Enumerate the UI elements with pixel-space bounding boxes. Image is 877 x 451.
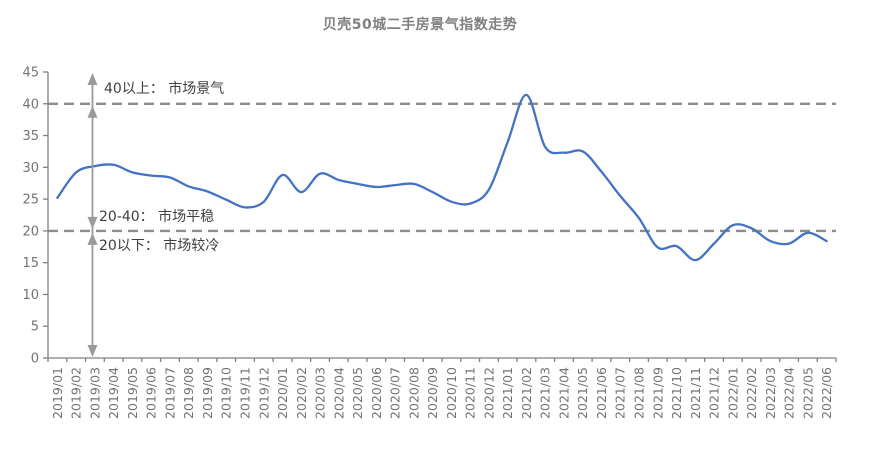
y-axis-tick-label: 15 (22, 256, 39, 271)
x-axis-tick-label: 2021/05 (575, 367, 590, 419)
x-axis-tick-label: 2019/06 (144, 367, 159, 419)
x-axis-tick-label: 2020/09 (425, 367, 440, 419)
y-axis-tick-label: 30 (22, 161, 39, 176)
y-axis-tick-label: 35 (22, 129, 39, 144)
x-axis-tick-label: 2020/03 (313, 367, 328, 419)
arrowhead-up-icon (87, 73, 98, 85)
x-axis-tick-label: 2020/02 (294, 367, 309, 419)
arrowhead-down-icon (87, 345, 98, 357)
x-axis-tick-label: 2021/07 (613, 367, 628, 419)
x-axis-tick-label: 2019/10 (219, 367, 234, 419)
x-axis-tick-label: 2021/03 (538, 367, 553, 419)
x-axis-tick-label: 2020/04 (331, 367, 346, 419)
x-axis-tick-label: 2021/06 (594, 367, 609, 419)
x-axis-tick-label: 2021/10 (669, 367, 684, 419)
x-axis-tick-label: 2020/10 (444, 367, 459, 419)
x-axis-tick-label: 2022/02 (744, 367, 759, 419)
arrowhead-up-icon (87, 105, 98, 118)
zone-label-20-40: 20-40： 市场平稳 (99, 209, 215, 225)
x-axis-tick-label: 2022/01 (725, 367, 740, 419)
index-line-series (56, 93, 828, 262)
x-axis-tick-label: 2021/09 (650, 367, 665, 419)
x-axis-tick-label: 2019/03 (87, 367, 102, 419)
x-axis-tick-label: 2022/06 (819, 367, 834, 419)
arrowhead-down-icon (87, 216, 98, 229)
x-axis-tick-label: 2020/07 (388, 367, 403, 419)
x-axis-tick-label: 2021/11 (688, 367, 703, 419)
y-axis-tick-label: 20 (22, 224, 39, 239)
x-axis-tick-label: 2020/08 (406, 367, 421, 419)
x-axis-tick-label: 2019/05 (125, 367, 140, 419)
x-axis-tick-label: 2022/04 (782, 367, 797, 419)
x-axis-tick-label: 2021/02 (519, 367, 534, 419)
arrowhead-up-icon (87, 232, 98, 245)
x-axis-tick-label: 2021/01 (500, 367, 515, 419)
x-axis-tick-label: 2020/05 (350, 367, 365, 419)
x-axis-tick-label: 2020/11 (463, 367, 478, 419)
x-axis-tick-label: 2021/12 (707, 367, 722, 419)
x-axis-tick-label: 2022/03 (763, 367, 778, 419)
y-axis-tick-label: 10 (22, 288, 39, 303)
chart-title: 贝壳50城二手房景气指数走势 (322, 17, 518, 33)
x-axis-tick-label: 2019/12 (256, 367, 271, 419)
y-axis-tick-label: 25 (22, 193, 39, 208)
x-axis-tick-label: 2021/08 (632, 367, 647, 419)
x-axis-tick-label: 2019/01 (50, 367, 65, 419)
x-axis-tick-label: 2019/11 (238, 367, 253, 419)
x-axis-tick-label: 2021/04 (556, 367, 571, 419)
x-axis-tick-label: 2019/02 (69, 367, 84, 419)
x-axis-tick-label: 2020/12 (481, 367, 496, 419)
zone-label-above-40: 40以上： 市场景气 (104, 81, 225, 97)
x-axis-tick-label: 2022/05 (800, 367, 815, 419)
y-axis-tick-label: 45 (22, 66, 39, 81)
y-axis-tick-label: 40 (22, 97, 39, 112)
x-axis-tick-label: 2020/01 (275, 367, 290, 419)
x-axis-tick-label: 2019/09 (200, 367, 215, 419)
zone-label-below-20: 20以下： 市场较冷 (99, 238, 220, 254)
y-axis-tick-label: 5 (31, 320, 39, 335)
y-axis-tick-label: 0 (31, 352, 39, 367)
x-axis-tick-label: 2019/04 (106, 367, 121, 419)
x-axis-tick-label: 2019/07 (162, 367, 177, 419)
x-axis-tick-label: 2020/06 (369, 367, 384, 419)
x-axis-tick-label: 2019/08 (181, 367, 196, 419)
